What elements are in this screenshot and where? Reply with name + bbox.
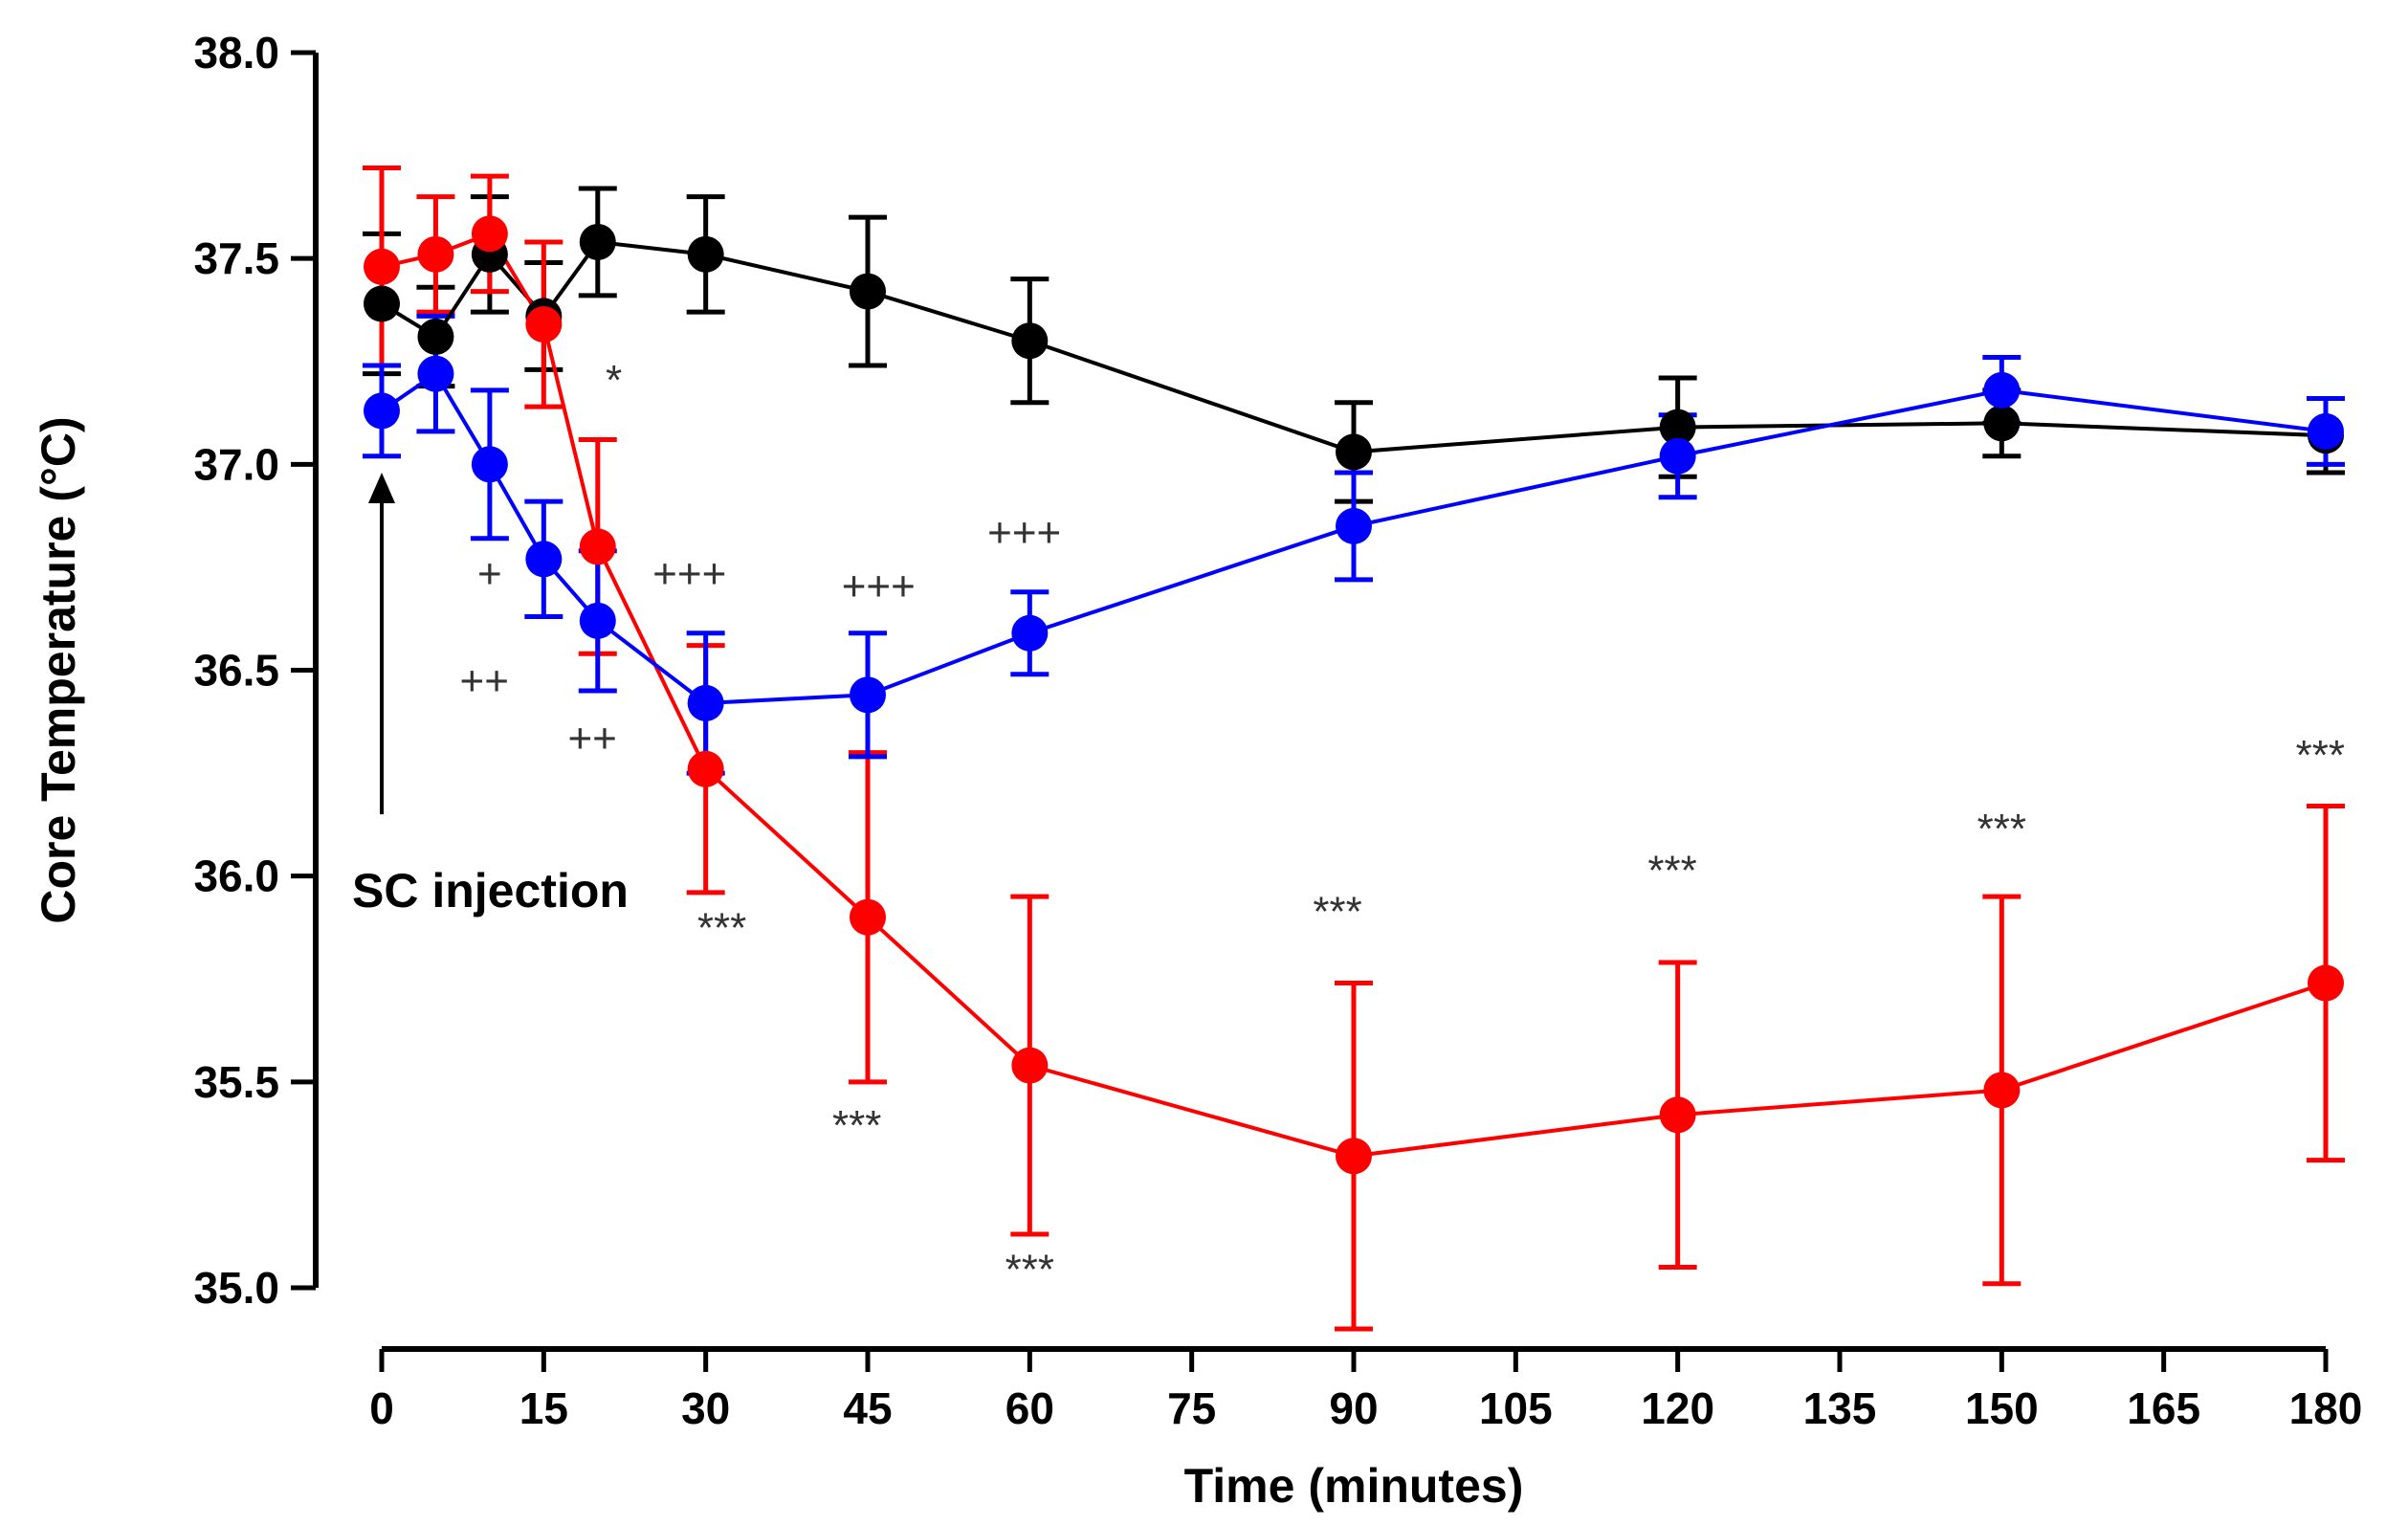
x-tick-label: 75 bbox=[1167, 1383, 1216, 1433]
significance-marker: + bbox=[477, 550, 502, 597]
y-tick-label: 35.5 bbox=[193, 1057, 279, 1107]
data-point bbox=[525, 541, 563, 578]
x-tick-label: 60 bbox=[1005, 1383, 1054, 1433]
data-point bbox=[471, 215, 508, 253]
data-point bbox=[417, 318, 454, 355]
significance-marker: *** bbox=[832, 1102, 881, 1149]
data-point bbox=[687, 684, 724, 721]
y-tick-label: 37.5 bbox=[193, 233, 279, 283]
x-tick-label: 105 bbox=[1479, 1383, 1553, 1433]
data-point bbox=[1011, 1047, 1049, 1084]
data-point bbox=[364, 392, 400, 430]
data-point bbox=[417, 355, 454, 392]
x-tick-label: 150 bbox=[1965, 1383, 2039, 1433]
data-point bbox=[579, 602, 616, 639]
data-point bbox=[364, 285, 400, 322]
data-point bbox=[1336, 433, 1372, 471]
data-point bbox=[417, 235, 454, 273]
x-tick-label: 180 bbox=[2289, 1383, 2363, 1433]
data-point bbox=[850, 676, 886, 714]
data-point bbox=[850, 898, 886, 936]
y-tick-label: 35.0 bbox=[193, 1263, 279, 1313]
significance-marker: +++ bbox=[987, 509, 1061, 556]
data-point bbox=[1659, 437, 1696, 475]
x-tick-label: 45 bbox=[843, 1383, 892, 1433]
significance-marker: *** bbox=[1313, 888, 1361, 935]
data-point bbox=[1983, 371, 2021, 409]
significance-marker: +++ bbox=[842, 563, 916, 609]
significance-marker: *** bbox=[697, 905, 746, 952]
x-tick-label: 165 bbox=[2127, 1383, 2200, 1433]
significance-marker: ++ bbox=[460, 657, 509, 704]
data-point bbox=[687, 235, 724, 273]
y-tick-label: 37.0 bbox=[193, 439, 279, 489]
significance-marker: +++ bbox=[652, 550, 726, 597]
injection-label: SC injection bbox=[352, 864, 629, 918]
y-tick-label: 36.0 bbox=[193, 851, 279, 901]
data-point bbox=[364, 248, 400, 285]
annotations: *++++++++ ++++++*********************SC i… bbox=[352, 357, 2345, 1294]
data-point bbox=[471, 446, 508, 483]
data-point bbox=[1336, 507, 1372, 544]
data-point bbox=[1011, 322, 1049, 360]
x-tick-label: 135 bbox=[1803, 1383, 1877, 1433]
x-tick-label: 90 bbox=[1329, 1383, 1378, 1433]
data-point bbox=[2308, 964, 2344, 1002]
data-point bbox=[1336, 1138, 1372, 1175]
x-tick-label: 120 bbox=[1641, 1383, 1714, 1433]
y-axis-title: Core Temperature (°C) bbox=[32, 416, 85, 923]
y-tick-label: 36.5 bbox=[193, 646, 279, 696]
data-point bbox=[579, 528, 616, 565]
x-tick-label: 0 bbox=[369, 1383, 394, 1433]
data-point bbox=[1983, 1072, 2021, 1109]
significance-marker: *** bbox=[1005, 1247, 1054, 1294]
significance-marker: *** bbox=[2296, 732, 2345, 779]
data-point bbox=[525, 306, 563, 343]
axes: 35.0 35.5 36.0 36.5 37.0 37.5 38.0 0 15 30 45 60 75 9… bbox=[193, 28, 2362, 1433]
significance-marker: *** bbox=[1977, 806, 2026, 852]
data-point bbox=[1011, 614, 1049, 652]
x-axis-title: Time (minutes) bbox=[1184, 1459, 1524, 1513]
significance-marker: *** bbox=[1647, 847, 1696, 894]
data-point bbox=[1983, 405, 2021, 442]
y-tick-label: 38.0 bbox=[193, 28, 279, 77]
data-point bbox=[1659, 409, 1696, 446]
significance-marker: ++ bbox=[567, 716, 616, 763]
x-tick-label: 30 bbox=[681, 1383, 730, 1433]
significance-marker: * bbox=[606, 357, 622, 404]
series-points bbox=[364, 215, 2344, 1175]
data-point bbox=[2308, 412, 2344, 450]
data-point bbox=[687, 750, 724, 787]
data-point bbox=[579, 223, 616, 260]
data-point bbox=[1659, 1096, 1696, 1134]
injection-arrow-head bbox=[368, 472, 395, 503]
x-tick-label: 15 bbox=[519, 1383, 568, 1433]
data-point bbox=[850, 273, 886, 310]
